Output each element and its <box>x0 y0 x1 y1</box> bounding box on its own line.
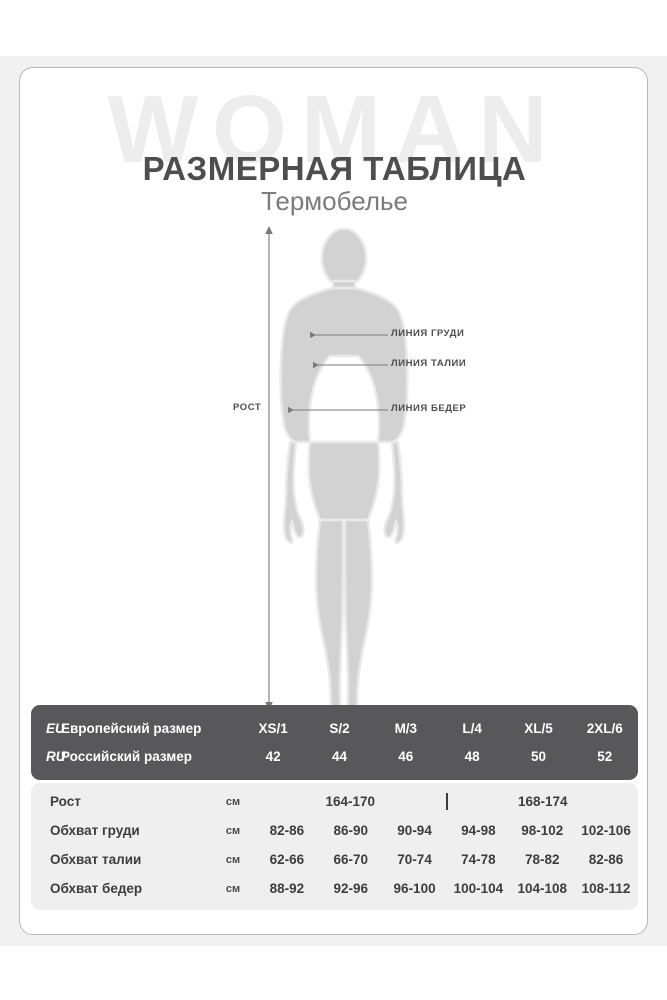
size-table-body: Рост см 164-170 168-174 Обхват груди см … <box>31 783 638 910</box>
height-row-values: 164-170 168-174 <box>255 793 638 810</box>
eu-size-1: S/2 <box>329 720 350 736</box>
hips-line-label: ЛИНИЯ БЕДЕР <box>391 403 467 414</box>
bust-row-unit: см <box>225 824 241 837</box>
waist-line-label: ЛИНИЯ ТАЛИИ <box>391 358 467 369</box>
ru-size-2: 46 <box>398 748 414 764</box>
ru-size-5: 52 <box>597 748 613 764</box>
page-subtitle: Термобелье <box>260 186 409 216</box>
table-row-height: Рост см 164-170 168-174 <box>31 787 638 816</box>
female-silhouette-svg <box>265 226 409 708</box>
ru-size-3: 48 <box>464 748 480 764</box>
height-arrow <box>265 226 273 708</box>
height-group-left: 164-170 <box>325 794 376 809</box>
ru-size-0: 42 <box>265 748 281 764</box>
eu-size-0: XS/1 <box>258 720 288 736</box>
eu-size-2: M/3 <box>394 720 418 736</box>
waist-value-4: 78-82 <box>524 852 560 867</box>
waist-value-3: 74-78 <box>461 852 496 867</box>
bust-value-2: 90-94 <box>397 823 432 838</box>
page-title: РАЗМЕРНАЯ ТАБЛИЦА <box>142 150 527 187</box>
waist-value-2: 70-74 <box>397 852 432 867</box>
hips-row-unit: см <box>225 882 241 895</box>
woman-watermark: WOMAN <box>107 76 562 183</box>
waist-value-0: 62-66 <box>269 852 305 867</box>
height-group-right: 168-174 <box>517 794 568 809</box>
bust-value-0: 82-86 <box>269 823 305 838</box>
ru-label: Российский размер <box>61 748 192 764</box>
height-row-label: Рост <box>50 794 81 809</box>
waist-row-unit: см <box>225 853 241 866</box>
table-row-bust: Обхват груди см 82-86 86-90 90-94 94-98 … <box>31 816 638 845</box>
eu-size-4: XL/5 <box>524 720 553 736</box>
size-table-header: EU Европейский размер XS/1 S/2 M/3 L/4 X… <box>31 705 638 780</box>
bust-row-label: Обхват груди <box>50 823 140 838</box>
table-row-eu: EU Европейский размер XS/1 S/2 M/3 L/4 X… <box>31 714 638 742</box>
height-label: РОСТ <box>233 402 262 413</box>
bust-value-1: 86-90 <box>333 823 368 838</box>
silhouette-body <box>279 227 409 708</box>
eu-size-5: 2XL/6 <box>586 720 623 736</box>
hips-value-4: 104-108 <box>517 881 567 896</box>
bust-value-4: 98-102 <box>521 823 564 838</box>
ru-code: RU <box>46 748 66 764</box>
waist-value-5: 82-86 <box>588 852 624 867</box>
table-row-hips: Обхват бедер см 88-92 92-96 96-100 100-1… <box>31 874 638 903</box>
waist-value-1: 66-70 <box>333 852 368 867</box>
bust-line-label: ЛИНИЯ ГРУДИ <box>391 328 465 339</box>
hips-value-2: 96-100 <box>393 881 436 896</box>
size-chart-card: WOMAN РАЗМЕРНАЯ ТАБЛИЦА Термобелье <box>19 67 648 935</box>
waist-row-label: Обхват талии <box>50 852 142 867</box>
eu-code: EU <box>46 720 65 736</box>
figure-illustration: ЛИНИЯ ГРУДИ ЛИНИЯ ТАЛИИ ЛИНИЯ БЕДЕР РОСТ <box>20 68 647 708</box>
ru-size-1: 44 <box>331 748 347 764</box>
height-row-unit: см <box>225 795 241 808</box>
size-table: EU Европейский размер XS/1 S/2 M/3 L/4 X… <box>31 705 638 910</box>
bust-value-5: 102-106 <box>581 823 631 838</box>
ru-size-4: 50 <box>530 748 546 764</box>
eu-size-3: L/4 <box>462 720 482 736</box>
height-group-divider <box>445 793 448 810</box>
eu-label: Европейский размер <box>61 720 202 736</box>
hips-value-1: 92-96 <box>333 881 368 896</box>
hips-row-label: Обхват бедер <box>50 881 143 896</box>
hips-value-3: 100-104 <box>453 881 504 896</box>
hips-value-0: 88-92 <box>269 881 305 896</box>
table-row-waist: Обхват талии см 62-66 66-70 70-74 74-78 … <box>31 845 638 874</box>
table-row-ru: RU Российский размер 42 44 46 48 50 52 <box>31 742 638 770</box>
bust-value-3: 94-98 <box>461 823 496 838</box>
hips-value-5: 108-112 <box>581 881 631 896</box>
